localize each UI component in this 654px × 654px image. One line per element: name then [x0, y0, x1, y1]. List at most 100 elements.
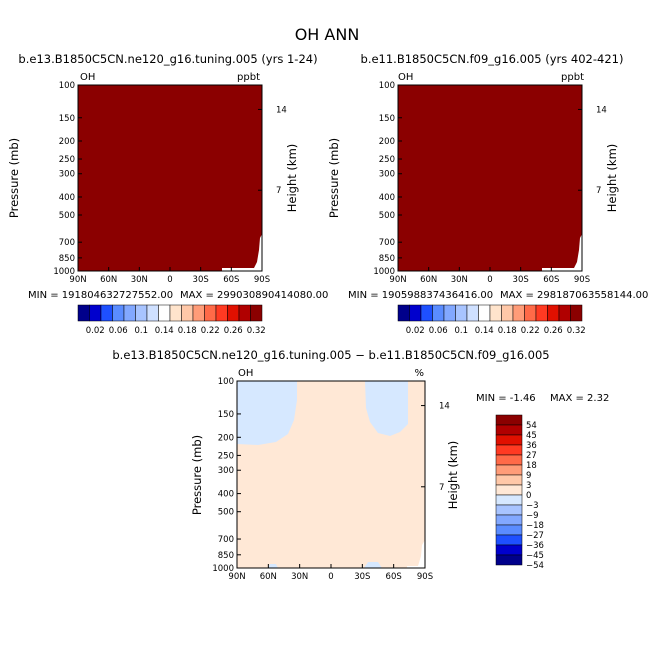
panel-2-colorbar-label-7: 0.32: [567, 326, 586, 336]
panel-1-xtick-label-3: 0: [167, 275, 172, 285]
panel-2-ytick-label-9: 1000: [373, 267, 395, 277]
panel-1-colorbar-label-6: 0.26: [224, 326, 243, 336]
panel-2-colorbar-box-4: [443, 304, 456, 322]
panel-3-surface-notch: [407, 540, 425, 568]
panel-1-left-ticks: 100 150 200 250 300 400 500 700 850 1000: [53, 81, 82, 277]
panel-1-y2tick-label-1: 7: [276, 186, 281, 196]
panel-1-ytick-label-7: 700: [59, 238, 75, 248]
panel-2-colorbar-box-0: [397, 304, 410, 322]
panel-2-xtick-label-0: 90N: [389, 275, 406, 285]
panel-2-ylabel: Pressure (mb): [327, 138, 341, 218]
panel-2-colorbar-box-3: [432, 304, 445, 322]
panel-2-right-ticks: 14 7: [578, 105, 607, 196]
panel-2-variable: OH: [398, 72, 413, 83]
panel-2-y2label: Height (km): [605, 144, 619, 213]
panel-2-max-label: MAX = 298187063558144.00: [500, 290, 648, 301]
panel-2-colorbar-box-11: [524, 304, 537, 322]
panel-2-colorbar-label-3: 0.14: [475, 326, 494, 336]
panel-3-xtick-label-3: 0: [328, 572, 333, 582]
panel-1-colorbar-box-5: [135, 304, 148, 322]
panel-3-colorbar-label-1: 45: [526, 431, 537, 441]
panel-2-ytick-label-2: 200: [379, 137, 395, 147]
panel-3-variable: OH: [238, 368, 253, 379]
panel-3-colorbar-box-4: [495, 454, 523, 466]
panel-3-xtick-label-6: 90S: [417, 572, 433, 582]
panel-3-colorbar-box-0: [495, 414, 523, 426]
panel-3-colorbar-box-13: [495, 544, 523, 556]
panel-1-colorbar-box-2: [100, 304, 113, 322]
panel-3-colorbar-label-4: 18: [526, 461, 537, 471]
panel-1-colorbar: 0.02 0.06 0.1 0.14 0.18 0.22 0.26 0.32: [77, 304, 266, 336]
panel-1-colorbar-box-6: [146, 304, 159, 322]
panel-3-colorbar-box-10: [495, 514, 523, 526]
panel-3-colorbar-label-3: 27: [526, 451, 537, 461]
panel-3-colorbar-box-7: [495, 484, 523, 496]
panel-2-ytick-label-3: 250: [379, 155, 395, 165]
panel-2-colorbar-box-1: [409, 304, 422, 322]
panel-2-colorbar-box-9: [501, 304, 514, 322]
panel-3-xtick-label-4: 30S: [354, 572, 370, 582]
panel-3-ytick-label-5: 400: [218, 490, 234, 500]
panel-3-ytick-label-8: 850: [218, 551, 234, 561]
panel-1-title: b.e13.B1850C5CN.ne120_g16.tuning.005 (yr…: [18, 52, 317, 66]
panel-2-colorbar-box-13: [547, 304, 560, 322]
panel-1-ytick-label-0: 100: [59, 81, 75, 91]
panel-1-colorbar-box-9: [181, 304, 194, 322]
panel-3-colorbar-box-8: [495, 494, 523, 506]
panel-3-xtick-label-2: 30N: [291, 572, 308, 582]
panel-2-colorbar-box-8: [489, 304, 502, 322]
panel-2-colorbar-box-15: [570, 304, 583, 322]
panel-1-xtick-label-4: 30S: [193, 275, 209, 285]
panel-2-ytick-label-1: 150: [379, 114, 395, 124]
panel-1-ytick-label-9: 1000: [53, 267, 75, 277]
panel-1-right-ticks: 14 7: [258, 105, 287, 196]
panel-1: b.e13.B1850C5CN.ne120_g16.tuning.005 (yr…: [7, 52, 328, 336]
panel-1-xtick-label-0: 90N: [69, 275, 86, 285]
panel-2-xtick-label-1: 60N: [420, 275, 437, 285]
panel-1-ytick-label-6: 500: [59, 211, 75, 221]
panel-2-ytick-label-0: 100: [379, 81, 395, 91]
panel-3-colorbar-label-14: −54: [526, 561, 544, 571]
panel-1-units: ppbt: [237, 72, 260, 83]
panel-3-min-label: MIN = -1.46: [476, 393, 536, 404]
panel-2-surface-notch: [542, 234, 582, 271]
panel-2-xtick-label-4: 30S: [513, 275, 529, 285]
panel-2-x-ticks: 90N 60N 30N 0 30S 60S 90S: [389, 267, 590, 285]
panel-2-xtick-label-5: 60S: [543, 275, 559, 285]
panel-2-ytick-label-5: 400: [379, 193, 395, 203]
panel-3-ylabel: Pressure (mb): [190, 435, 204, 515]
panel-2-left-ticks: 100 150 200 250 300 400 500 700 850 1000: [373, 81, 402, 277]
panel-1-field: [78, 85, 262, 271]
panel-1-ylabel: Pressure (mb): [7, 138, 21, 218]
panel-2-colorbar-label-2: 0.1: [454, 326, 468, 336]
panel-1-ytick-label-5: 400: [59, 193, 75, 203]
panel-2-units: ppbt: [561, 72, 584, 83]
panel-3-units: %: [414, 368, 424, 379]
panel-3-colorbar-label-10: −18: [526, 521, 544, 531]
panel-1-max-label: MAX = 299030890414080.00: [180, 290, 328, 301]
panel-3-xtick-label-1: 60N: [260, 572, 277, 582]
panel-1-ytick-label-1: 150: [59, 114, 75, 124]
panel-1-ytick-label-8: 850: [59, 254, 75, 264]
panel-2-ytick-label-7: 700: [379, 238, 395, 248]
panel-3-ytick-label-1: 150: [218, 410, 234, 420]
panel-1-colorbar-label-3: 0.14: [155, 326, 174, 336]
panel-3-colorbar-box-12: [495, 534, 523, 546]
panel-3-ytick-label-9: 1000: [212, 564, 234, 574]
panel-2-colorbar-box-7: [478, 304, 491, 322]
panel-1-min-label: MIN = 191804632727552.00: [28, 290, 173, 301]
panel-3-colorbar-label-13: −45: [526, 551, 544, 561]
panel-3-colorbar-label-8: −3: [526, 501, 539, 511]
panel-2-colorbar-label-0: 0.02: [406, 326, 425, 336]
panel-3-colorbar-box-2: [495, 434, 523, 446]
panel-1-colorbar-box-13: [227, 304, 240, 322]
panel-1-colorbar-box-4: [123, 304, 136, 322]
panel-3-colorbar-box-1: [495, 424, 523, 436]
panel-3-colorbar-box-11: [495, 524, 523, 536]
panel-3-colorbar-label-7: 0: [526, 491, 531, 501]
panel-2-ytick-label-8: 850: [379, 254, 395, 264]
panel-3-colorbar-box-5: [495, 464, 523, 476]
panel-3-negative-region-surface-2: [364, 562, 382, 568]
